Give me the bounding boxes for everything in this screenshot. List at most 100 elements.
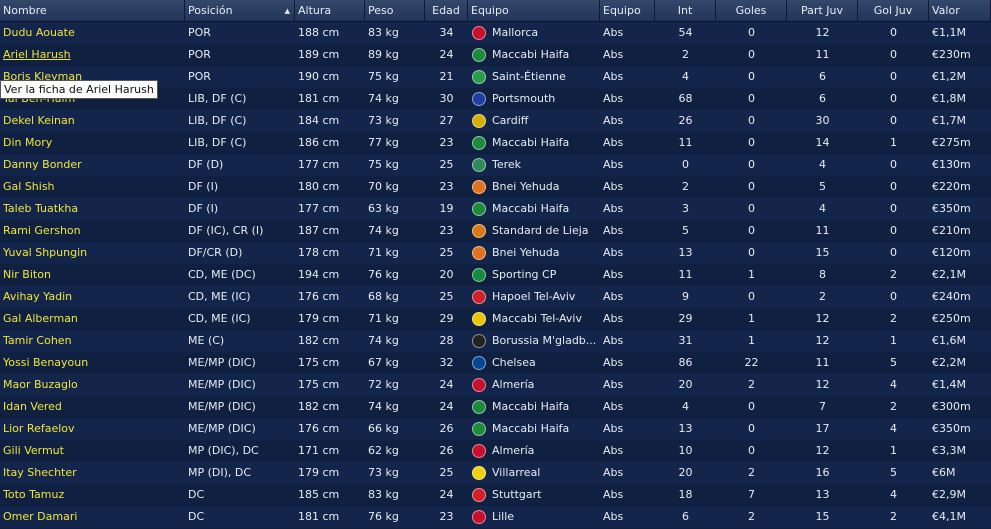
player-name[interactable]: Rami Gershon [3, 224, 81, 237]
player-name[interactable]: Din Mory [3, 136, 53, 149]
table-row[interactable]: Yuval Shpungin DF/CR (D) 178 cm 71 kg 25 Bnei… [0, 242, 991, 264]
player-name[interactable]: Lior Refaelov [3, 422, 75, 435]
table-row[interactable]: Maor Buzaglo ME/MP (DIC) 175 cm 72 kg 24 Alme… [0, 374, 991, 396]
player-club[interactable]: Stuttgart [468, 484, 600, 506]
table-row[interactable]: Boris Kleyman POR 190 cm 75 kg 21 Saint-Étien… [0, 66, 991, 88]
table-row[interactable]: Gal Shish DF (I) 180 cm 70 kg 23 Bnei Yehuda A… [0, 176, 991, 198]
column-header-nombre[interactable]: Nombre [0, 0, 185, 22]
player-club[interactable]: Borussia M'gladb... [468, 330, 600, 352]
player-club[interactable]: Standard de Lieja [468, 220, 600, 242]
player-club[interactable]: Terek [468, 154, 600, 176]
player-club[interactable]: Maccabi Haifa [468, 132, 600, 154]
table-row[interactable]: Dudu Aouate POR 188 cm 83 kg 34 Mallorca Abs 54… [0, 22, 991, 44]
player-club[interactable]: Mallorca [468, 22, 600, 44]
player-club[interactable]: Sporting CP [468, 264, 600, 286]
player-name[interactable]: Gal Shish [3, 180, 55, 193]
table-row[interactable]: Idan Vered ME/MP (DIC) 182 cm 74 kg 24 Maccab… [0, 396, 991, 418]
player-youth-caps: 13 [815, 488, 830, 501]
player-youth-caps: 15 [815, 510, 830, 523]
player-value: €250m [932, 312, 971, 325]
player-club[interactable]: Villarreal [468, 462, 600, 484]
table-row[interactable]: Toto Tamuz DC 185 cm 83 kg 24 Stuttgart Abs 18 7… [0, 484, 991, 506]
player-club[interactable]: Bnei Yehuda [468, 242, 600, 264]
player-club[interactable]: Almería [468, 440, 600, 462]
player-club[interactable]: Maccabi Haifa [468, 396, 600, 418]
player-name[interactable]: Nir Biton [3, 268, 51, 281]
column-header-int[interactable]: Int [655, 0, 716, 22]
club-cell: Maccabi Haifa [471, 132, 600, 154]
player-name[interactable]: Yossi Benayoun [3, 356, 89, 369]
player-position: CD, ME (IC) [188, 312, 251, 325]
player-weight: 76 kg [368, 510, 399, 523]
player-club[interactable]: Maccabi Tel-Aviv [468, 308, 600, 330]
player-caps: 5 [682, 224, 689, 237]
club-cell: Maccabi Tel-Aviv [471, 308, 600, 330]
club-name: Villarreal [492, 466, 541, 479]
player-club[interactable]: Cardiff [468, 110, 600, 132]
column-header-posicion[interactable]: Posición ▲ [185, 0, 295, 22]
player-name[interactable]: Omer Damari [3, 510, 78, 523]
player-club[interactable]: Lille [468, 506, 600, 528]
player-club[interactable]: Maccabi Haifa [468, 418, 600, 440]
player-weight: 89 kg [368, 48, 399, 61]
player-name[interactable]: Boris Kleyman [3, 70, 83, 83]
player-age: 26 [439, 422, 454, 435]
column-header-peso[interactable]: Peso [365, 0, 425, 22]
player-name[interactable]: Taleb Tuatkha [3, 202, 79, 215]
column-header-goles[interactable]: Goles [716, 0, 787, 22]
player-height: 188 cm [298, 26, 340, 39]
player-club[interactable]: Portsmouth [468, 88, 600, 110]
table-row[interactable]: Lior Refaelov ME/MP (DIC) 176 cm 66 kg 26 Mac… [0, 418, 991, 440]
player-club[interactable]: Saint-Étienne [468, 66, 600, 88]
table-row[interactable]: Rami Gershon DF (IC), CR (I) 187 cm 74 kg 23… [0, 220, 991, 242]
column-header-gol-juv[interactable]: Gol Juv [858, 0, 929, 22]
column-header-club[interactable]: Equipo [468, 0, 600, 22]
table-row[interactable]: Itay Shechter MP (DI), DC 179 cm 73 kg 25 Vil… [0, 462, 991, 484]
player-name[interactable]: Yuval Shpungin [3, 246, 88, 259]
player-name[interactable]: Danny Bonder [3, 158, 82, 171]
table-row[interactable]: Gal Alberman CD, ME (IC) 179 cm 71 kg 29 Macc… [0, 308, 991, 330]
player-weight: 68 kg [368, 290, 399, 303]
column-header-equipo[interactable]: Equipo [600, 0, 655, 22]
player-club[interactable]: Almería [468, 374, 600, 396]
player-name[interactable]: Toto Tamuz [3, 488, 65, 501]
table-row[interactable]: Nir Biton CD, ME (DC) 194 cm 76 kg 20 Sportin… [0, 264, 991, 286]
player-club[interactable]: Hapoel Tel-Aviv [468, 286, 600, 308]
table-row[interactable]: Ariel Harush POR 189 cm 89 kg 24 Maccabi Haif… [0, 44, 991, 66]
table-row[interactable]: Avihay Yadin CD, ME (IC) 176 cm 68 kg 25 Hapo… [0, 286, 991, 308]
table-row[interactable]: Taleb Tuatkha DF (I) 177 cm 63 kg 19 Maccabi … [0, 198, 991, 220]
column-header-edad[interactable]: Edad [425, 0, 468, 22]
player-name[interactable]: Idan Vered [3, 400, 62, 413]
player-youth-caps: 30 [815, 114, 830, 127]
player-club[interactable]: Maccabi Haifa [468, 44, 600, 66]
club-cell: Hapoel Tel-Aviv [471, 286, 600, 308]
player-youth-caps: 11 [815, 224, 830, 237]
player-height: 181 cm [298, 92, 340, 105]
player-name[interactable]: Ariel Harush [3, 48, 71, 61]
player-squad: Abs [603, 444, 624, 457]
player-name[interactable]: Gili Vermut [3, 444, 64, 457]
player-club[interactable]: Bnei Yehuda [468, 176, 600, 198]
player-name[interactable]: Dudu Aouate [3, 26, 75, 39]
column-header-altura[interactable]: Altura [295, 0, 365, 22]
column-header-valor[interactable]: Valor [929, 0, 991, 22]
table-row[interactable]: Dekel Keinan LIB, DF (C) 184 cm 73 kg 27 Card… [0, 110, 991, 132]
table-row[interactable]: Tamir Cohen ME (C) 182 cm 74 kg 28 Borussia M… [0, 330, 991, 352]
player-name[interactable]: Tamir Cohen [3, 334, 72, 347]
club-cell: Almería [471, 440, 600, 462]
player-name[interactable]: Itay Shechter [3, 466, 77, 479]
player-weight: 74 kg [368, 334, 399, 347]
player-name[interactable]: Dekel Keinan [3, 114, 75, 127]
table-row[interactable]: Omer Damari DC 181 cm 76 kg 23 Lille Abs 6 2 15 2 €… [0, 506, 991, 528]
table-row[interactable]: Gili Vermut MP (DIC), DC 171 cm 62 kg 26 Alme… [0, 440, 991, 462]
table-row[interactable]: Din Mory LIB, DF (C) 186 cm 77 kg 23 Maccabi … [0, 132, 991, 154]
table-row[interactable]: Yossi Benayoun ME/MP (DIC) 175 cm 67 kg 32 Ch… [0, 352, 991, 374]
player-name[interactable]: Avihay Yadin [3, 290, 73, 303]
player-club[interactable]: Maccabi Haifa [468, 198, 600, 220]
column-header-part-juv[interactable]: Part Juv [787, 0, 858, 22]
player-name[interactable]: Maor Buzaglo [3, 378, 78, 391]
player-name[interactable]: Gal Alberman [3, 312, 78, 325]
table-row[interactable]: Danny Bonder DF (D) 177 cm 75 kg 25 Terek Abs 0… [0, 154, 991, 176]
player-club[interactable]: Chelsea [468, 352, 600, 374]
